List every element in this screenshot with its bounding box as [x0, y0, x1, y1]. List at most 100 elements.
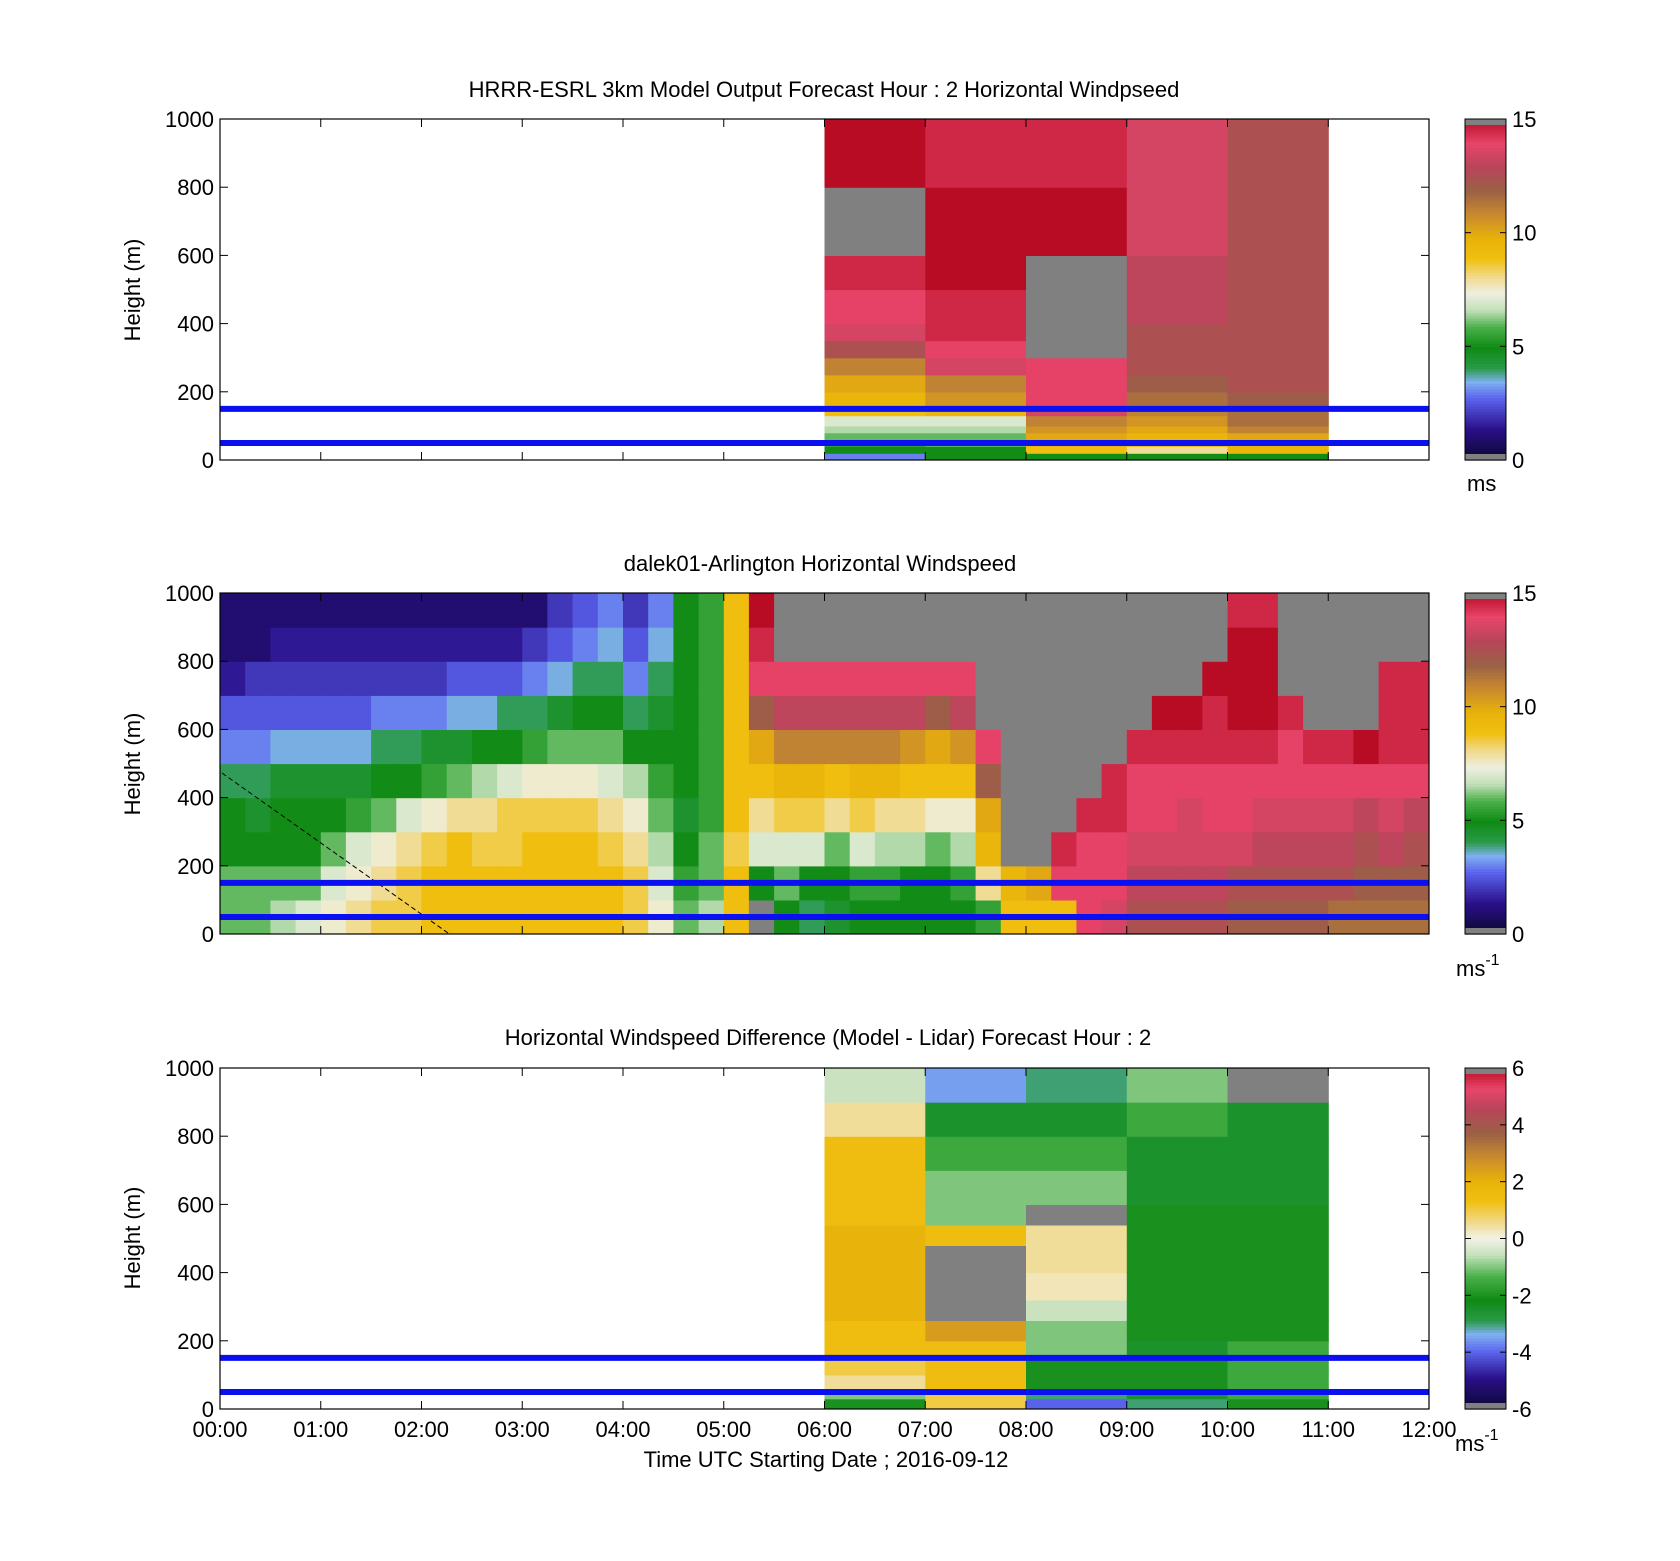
heatmap-cell	[925, 1068, 1027, 1103]
heatmap-cell	[648, 661, 674, 696]
colorbar-swatch	[1465, 1366, 1506, 1370]
heatmap-cell	[1580, 764, 1606, 799]
heatmap-cell	[849, 831, 876, 867]
colorbar-tick-label: 10	[1512, 695, 1536, 720]
colorbar-frame	[1464, 118, 1507, 461]
heatmap-cell	[1328, 763, 1355, 799]
colorbar-swatch	[1465, 882, 1506, 887]
heatmap-cell	[1555, 661, 1581, 696]
heatmap-cell	[421, 797, 448, 833]
colorbar-swatch	[1465, 369, 1506, 373]
heatmap-cell	[799, 627, 826, 662]
heatmap-cell	[421, 729, 448, 765]
colorbar-swatch	[1465, 681, 1506, 685]
y-ticks: 0 200 400 600 800 1000	[165, 581, 1429, 947]
heatmap-cell	[497, 797, 523, 833]
colorbar-swatch	[1465, 303, 1506, 308]
heatmap-cell	[1227, 763, 1254, 799]
colorbar-swatch	[1465, 820, 1506, 824]
heatmap-cell	[547, 831, 574, 867]
colorbar-swatch	[1465, 610, 1506, 614]
colorbar-swatch	[1465, 423, 1506, 427]
heatmap-cell	[1126, 1224, 1229, 1246]
heatmap-cell	[497, 661, 523, 696]
colorbar-swatch	[1465, 227, 1506, 231]
heatmap-cell	[673, 831, 700, 867]
y-axis-label: Height (m)	[120, 1187, 145, 1290]
heatmap-cell	[925, 1224, 1027, 1246]
colorbar-swatch	[1465, 1073, 1506, 1078]
heatmap-cell	[1126, 1272, 1229, 1301]
heatmap-cell	[1076, 763, 1103, 799]
colorbar-swatch	[1465, 1241, 1506, 1245]
heatmap-cell	[446, 797, 473, 833]
colorbar-swatch	[1465, 1289, 1506, 1294]
heatmap-cell	[1505, 627, 1531, 662]
heatmap-cell	[900, 593, 926, 628]
heatmap-cell	[925, 1102, 1027, 1137]
heatmap-cell	[1429, 627, 1455, 662]
heatmap-cell	[1076, 831, 1103, 867]
heatmap-cell	[1051, 593, 1077, 628]
x-ticks	[219, 119, 1430, 460]
heatmap-cell	[1026, 1320, 1128, 1342]
colorbar-swatch	[1465, 1323, 1506, 1328]
colorbar-swatch	[1465, 295, 1506, 299]
colorbar-swatch	[1465, 1190, 1506, 1194]
heatmap-cell	[1227, 1245, 1329, 1274]
heatmap-cell	[925, 415, 1027, 427]
colorbar-swatch	[1465, 1301, 1506, 1305]
heatmap-cell	[1076, 797, 1103, 833]
heatmap-cell	[975, 797, 1002, 833]
colorbar-swatch	[1465, 632, 1506, 637]
heatmap-cell	[1555, 798, 1581, 833]
heatmap-cell	[1353, 627, 1380, 662]
colorbar-swatch	[1465, 1306, 1506, 1311]
heatmap-cell	[1580, 798, 1606, 833]
heatmap-cell	[874, 729, 901, 765]
colorbar-swatch	[1465, 669, 1506, 674]
heatmap-cell	[698, 661, 725, 696]
colorbar-swatch	[1465, 1079, 1506, 1083]
heatmap-cell	[1076, 593, 1103, 628]
colorbar-tick-label: 2	[1512, 1170, 1524, 1195]
heatmap-cell	[950, 797, 977, 833]
colorbar-swatch	[1465, 209, 1506, 214]
heatmap-cell	[874, 627, 901, 662]
heatmap-cell	[295, 627, 322, 662]
colorbar-unit: ms-1	[1456, 952, 1500, 981]
heatmap-cell	[547, 695, 574, 730]
colorbar-swatch	[1465, 440, 1506, 444]
heatmap-cell	[245, 593, 271, 628]
heatmap-cell	[270, 627, 297, 662]
colorbar-swatch	[1465, 312, 1506, 316]
heatmap-cell	[1631, 866, 1657, 901]
heatmap-cell	[597, 661, 624, 696]
heatmap-cell	[648, 763, 674, 799]
heatmap-cell	[396, 627, 423, 662]
heatmap-cell	[547, 593, 574, 628]
colorbar-swatch	[1465, 1198, 1506, 1203]
heatmap-cell	[1530, 798, 1556, 833]
colorbar-swatch	[1465, 400, 1506, 404]
heatmap-cell	[1353, 763, 1380, 799]
y-axis-label: Height (m)	[120, 239, 145, 342]
heatmap-cell	[1555, 866, 1581, 901]
heatmap-cell	[900, 831, 926, 867]
heatmap-cell	[1530, 627, 1556, 662]
heatmap-cell	[1051, 729, 1077, 765]
colorbar-swatch	[1465, 363, 1506, 367]
heatmap-cell	[1000, 729, 1027, 765]
heatmap-cell	[1656, 729, 1680, 764]
colorbar-swatch	[1465, 437, 1506, 441]
heatmap-cell	[1126, 1204, 1229, 1226]
heatmap-cell	[774, 763, 800, 799]
heatmap-cell	[824, 187, 926, 256]
heatmap-cell	[421, 831, 448, 867]
heatmap-cell	[270, 763, 297, 799]
colorbar-swatch	[1465, 335, 1506, 339]
colorbar-swatch	[1465, 343, 1506, 347]
heatmap-cell	[824, 289, 926, 325]
heatmap-cell	[1026, 425, 1128, 434]
y-tick-label: 1000	[165, 1056, 214, 1081]
